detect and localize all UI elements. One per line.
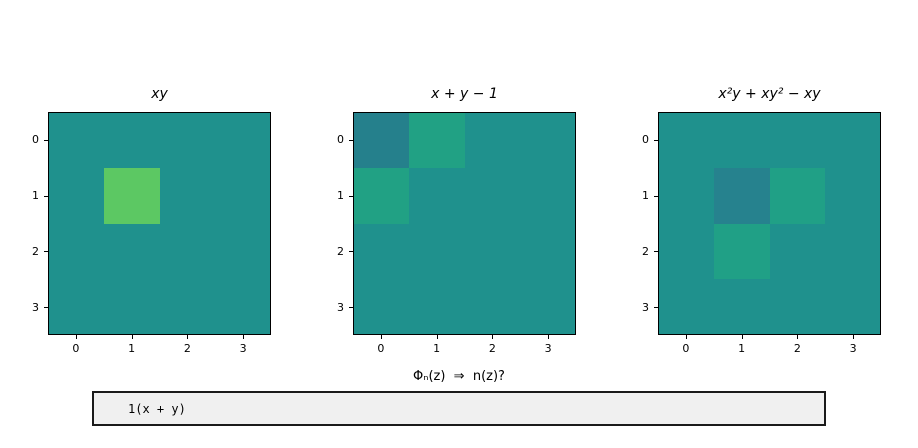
heatmap-cell [464,167,521,224]
x-tick-mark [492,335,494,339]
x-tick-label: 2 [793,342,801,355]
heatmap-cell [159,167,216,224]
heatmap-cell [658,279,714,335]
question-label: Φₙ(z) ⇒ n(z)? [413,369,505,384]
x-tick-label: 3 [544,342,552,355]
heatmap-cell [103,112,160,168]
heatmap-cell [48,112,104,168]
heatmap-cell [658,167,714,224]
x-tick-mark [131,335,133,339]
heatmap-cell [825,223,881,280]
x-tick-label: 0 [682,342,690,355]
heatmap-cell [713,279,770,335]
x-tick-mark [741,335,743,339]
answer-input[interactable]: 1(x + y) [92,391,826,426]
heatmap-cell [408,167,465,224]
heatmap-cell [48,223,104,280]
x-tick-label: 2 [488,342,496,355]
heatmap-cell [769,223,826,280]
x-tick-mark [75,335,77,339]
heatmap-cell [48,167,104,224]
heatmap-cell [520,112,576,168]
heatmap-cell [103,167,160,224]
heatmap-cell [713,112,770,168]
x-tick-mark [187,335,189,339]
heatmap-cell [520,167,576,224]
heatmap-cell [353,279,409,335]
heatmap-cell [408,223,465,280]
heatmap-cell [658,223,714,280]
y-tick-label: 3 [32,300,39,314]
heatmap-plot-x-plus-y-minus-1: x + y − 1 0 1 2 3 0 1 2 3 [337,86,576,355]
x-tick-mark [380,335,382,339]
x-tick-mark [685,335,687,339]
x-tick-label: 2 [183,342,191,355]
heatmap-cell [408,279,465,335]
x-tick-label: 0 [72,342,80,355]
heatmap-cell [464,112,521,168]
heatmap-cell [353,167,409,224]
x-tick-label: 3 [239,342,247,355]
heatmap-cell [48,279,104,335]
x-tick-label: 0 [377,342,385,355]
y-tick-label: 1 [32,189,39,203]
heatmap-cell [464,223,521,280]
x-tick-label: 1 [433,342,441,355]
heatmap-cell [159,112,216,168]
x-tick-mark [436,335,438,339]
plot-title: x²y + xy² − xy [718,86,821,102]
heatmap-cell [658,112,714,168]
y-tick-label: 0 [642,133,649,147]
heatmap-cell [159,279,216,335]
heatmap-cell [769,167,826,224]
heatmap-cell [825,112,881,168]
heatmap-grid [353,112,576,335]
heatmap-cell [769,279,826,335]
heatmap-cell [215,167,271,224]
x-tick-mark [548,335,550,339]
heatmap-cell [825,167,881,224]
heatmap-cell [713,223,770,280]
heatmap-cell [353,223,409,280]
x-tick-mark [853,335,855,339]
heatmap-cell [103,279,160,335]
heatmap-cell [159,223,216,280]
heatmap-cell [215,279,271,335]
heatmap-cell [103,223,160,280]
heatmap-cell [769,112,826,168]
y-tick-label: 2 [642,244,649,258]
y-tick-label: 3 [642,300,649,314]
heatmap-cell [464,279,521,335]
y-tick-label: 0 [32,133,39,147]
heatmap-plot-xy: xy 0 1 2 3 0 1 2 3 [32,86,271,355]
y-tick-label: 2 [32,244,39,258]
heatmap-cell [520,279,576,335]
heatmap-cell [713,167,770,224]
x-tick-label: 1 [738,342,746,355]
heatmap-grid [658,112,881,335]
heatmap-cell [825,279,881,335]
x-tick-mark [797,335,799,339]
y-tick-label: 2 [337,244,344,258]
x-tick-label: 1 [128,342,136,355]
y-tick-label: 1 [642,189,649,203]
y-tick-label: 3 [337,300,344,314]
heatmap-cell [215,112,271,168]
heatmap-plot-x2y-plus-xy2-minus-xy: x²y + xy² − xy 0 1 2 3 0 1 2 3 [642,86,881,355]
x-tick-mark [243,335,245,339]
heatmap-cell [408,112,465,168]
plot-title: x + y − 1 [431,86,498,102]
y-tick-label: 0 [337,133,344,147]
heatmap-cell [353,112,409,168]
plot-title: xy [151,86,168,102]
heatmap-cell [520,223,576,280]
answer-input-value: 1(x + y) [128,401,186,416]
y-tick-label: 1 [337,189,344,203]
x-tick-label: 3 [849,342,857,355]
heatmap-grid [48,112,271,335]
heatmap-cell [215,223,271,280]
